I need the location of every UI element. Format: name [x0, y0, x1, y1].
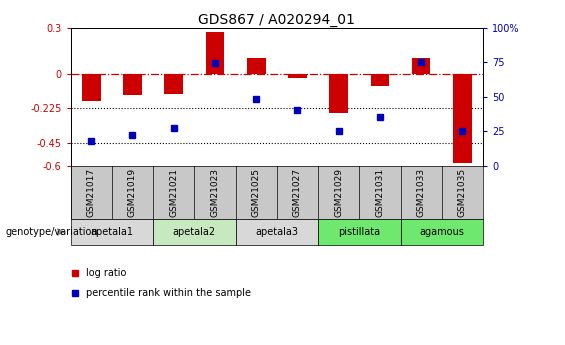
Bar — [401, 219, 483, 245]
Bar — [247, 58, 266, 73]
Bar — [206, 32, 224, 73]
Bar — [123, 73, 142, 95]
Bar — [453, 73, 472, 162]
Text: apetala3: apetala3 — [255, 227, 298, 237]
Title: GDS867 / A020294_01: GDS867 / A020294_01 — [198, 12, 355, 27]
Bar — [153, 219, 236, 245]
Text: apetala2: apetala2 — [173, 227, 216, 237]
Text: GSM21029: GSM21029 — [334, 168, 343, 217]
Bar — [82, 73, 101, 101]
Bar — [329, 73, 348, 114]
Bar — [412, 58, 431, 73]
Text: agamous: agamous — [419, 227, 464, 237]
Text: GSM21019: GSM21019 — [128, 168, 137, 217]
Text: GSM21023: GSM21023 — [211, 168, 219, 217]
Text: GSM21027: GSM21027 — [293, 168, 302, 217]
Bar — [288, 73, 307, 78]
Text: pistillata: pistillata — [338, 227, 380, 237]
Text: GSM21031: GSM21031 — [376, 168, 384, 217]
Bar — [236, 219, 318, 245]
Bar — [164, 73, 183, 93]
Text: genotype/variation: genotype/variation — [6, 227, 98, 237]
Text: GSM21035: GSM21035 — [458, 168, 467, 217]
Text: percentile rank within the sample: percentile rank within the sample — [86, 288, 251, 298]
Text: apetala1: apetala1 — [90, 227, 133, 237]
Bar — [318, 219, 401, 245]
Text: GSM21025: GSM21025 — [252, 168, 260, 217]
Text: log ratio: log ratio — [86, 268, 127, 277]
Text: GSM21033: GSM21033 — [417, 168, 425, 217]
Bar — [371, 73, 389, 86]
Text: GSM21017: GSM21017 — [87, 168, 95, 217]
Text: GSM21021: GSM21021 — [170, 168, 178, 217]
Bar — [71, 219, 153, 245]
